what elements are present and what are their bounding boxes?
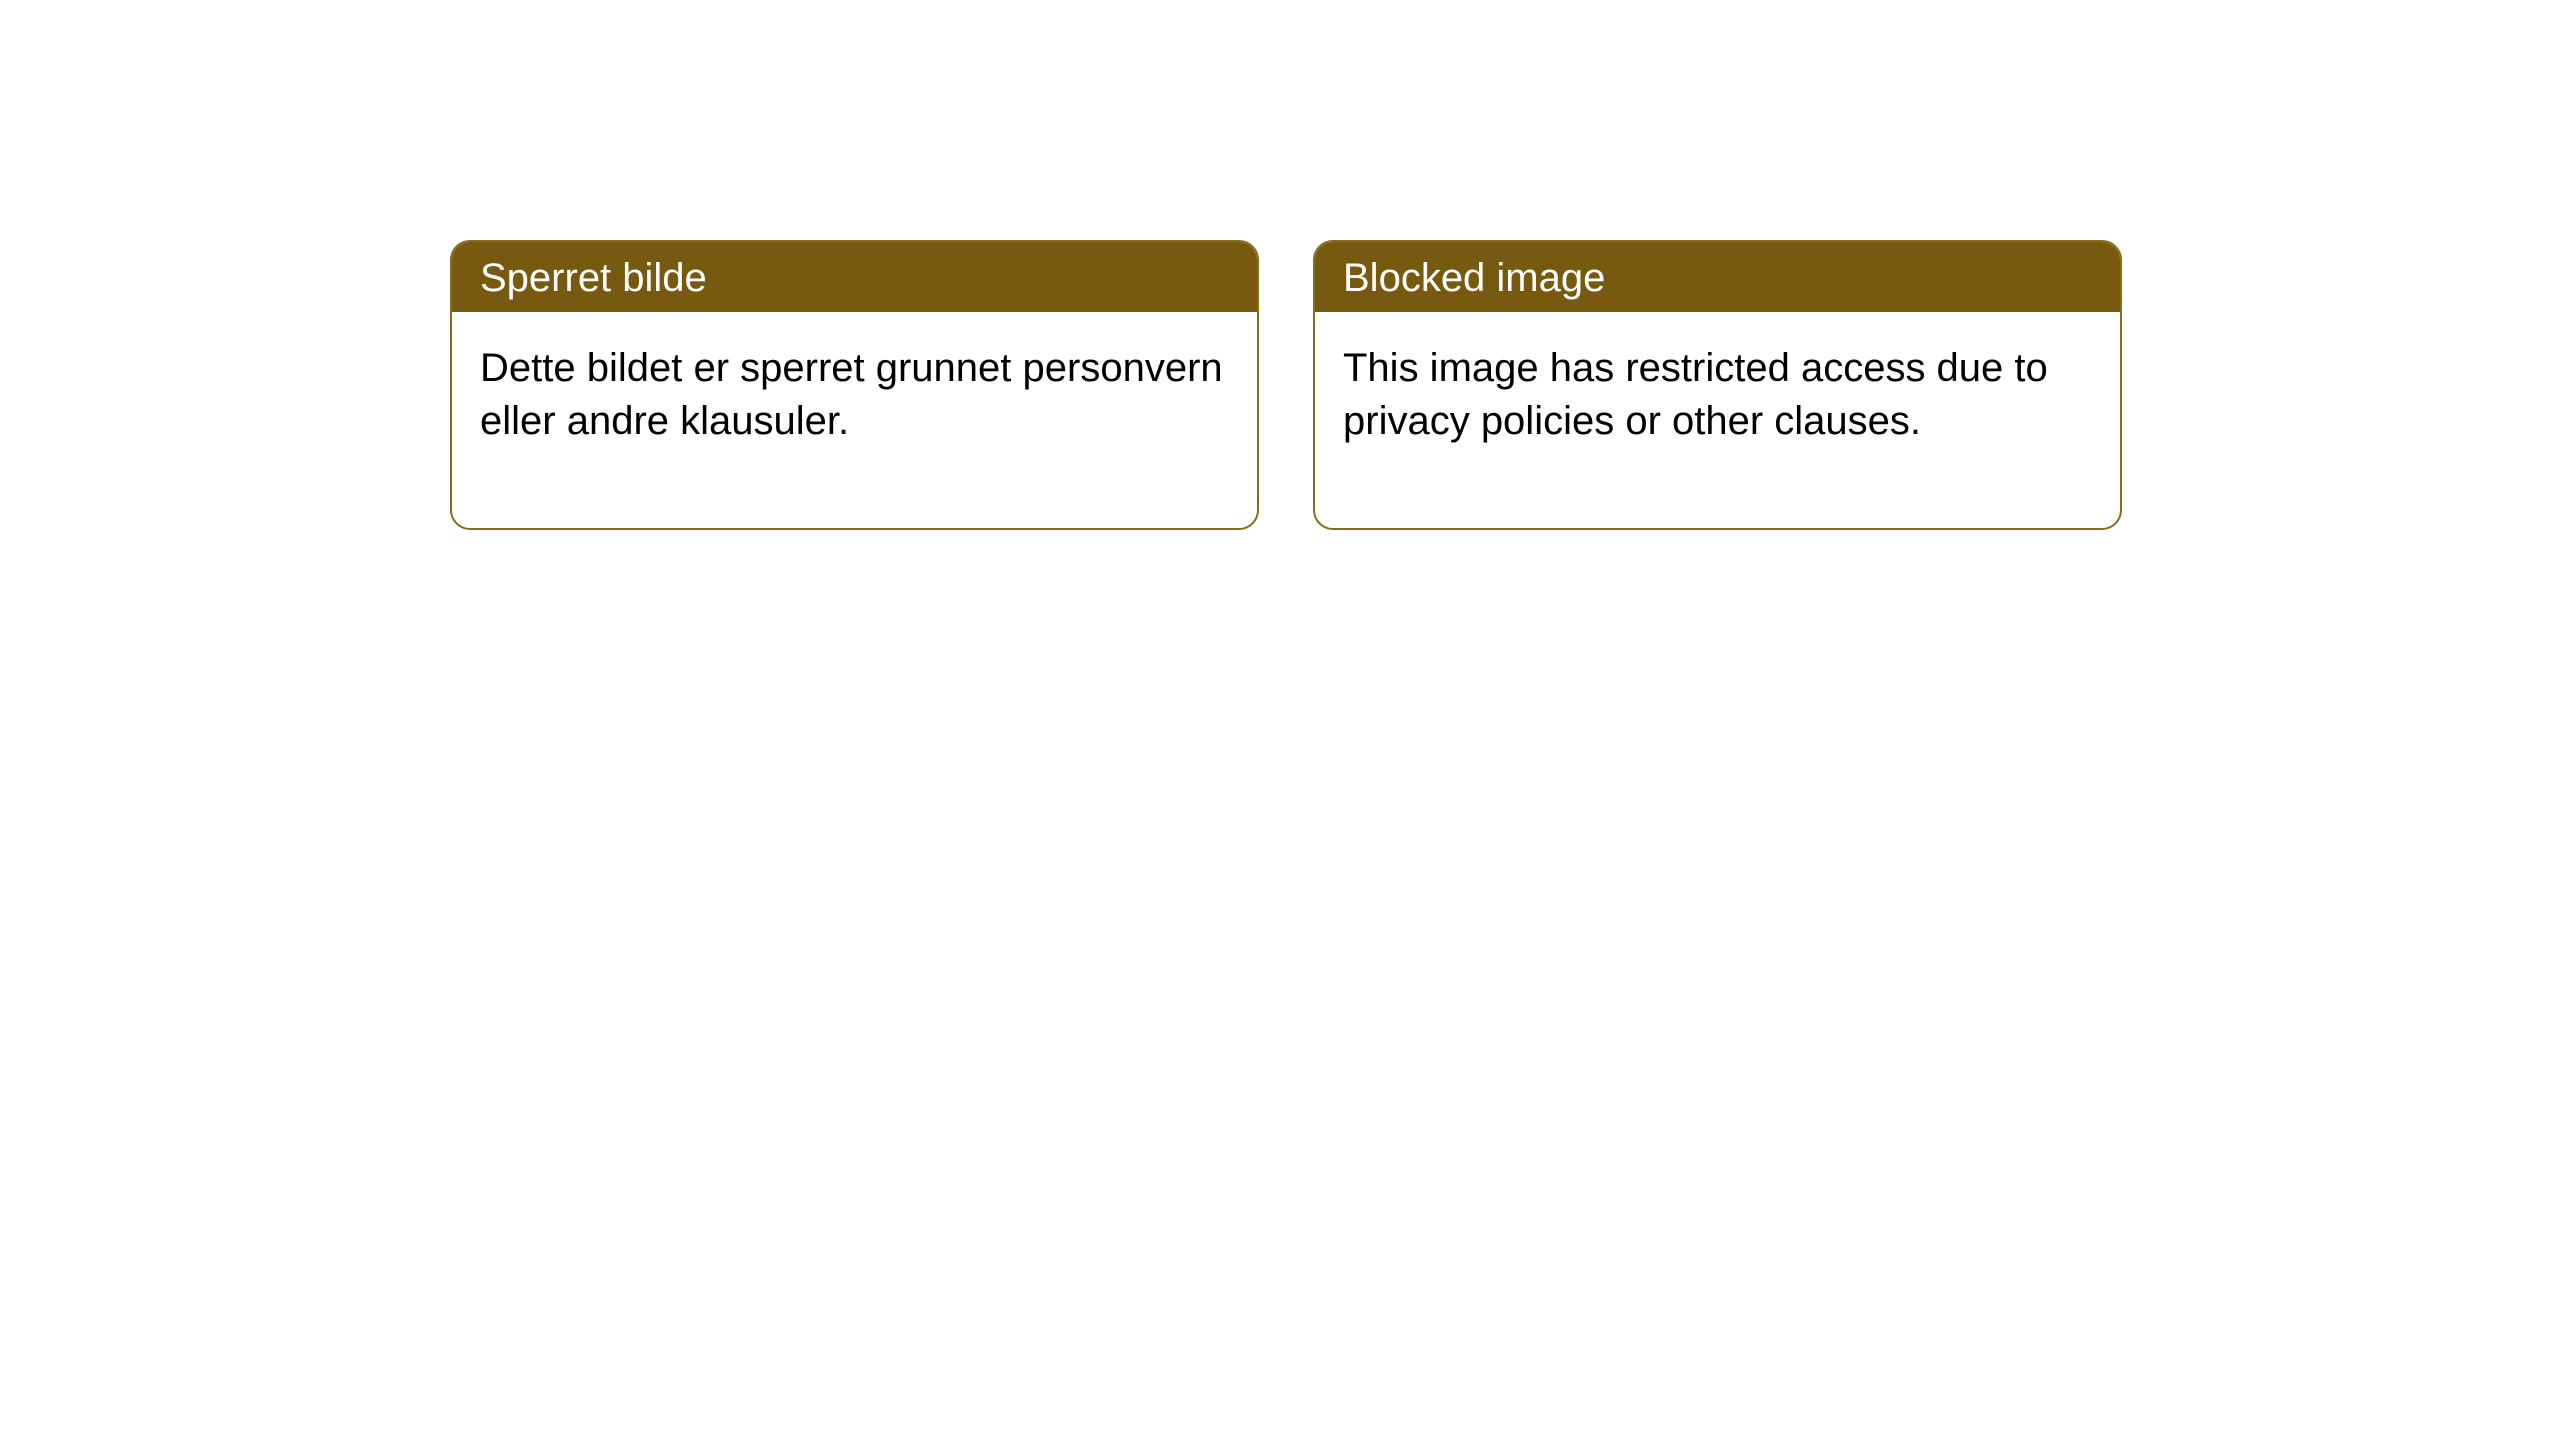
notice-card-en: Blocked image This image has restricted … — [1313, 240, 2122, 530]
notice-card-title: Sperret bilde — [452, 242, 1257, 312]
notice-cards-row: Sperret bilde Dette bildet er sperret gr… — [450, 240, 2122, 530]
notice-card-no: Sperret bilde Dette bildet er sperret gr… — [450, 240, 1259, 530]
notice-card-body: Dette bildet er sperret grunnet personve… — [452, 312, 1257, 528]
notice-card-body: This image has restricted access due to … — [1315, 312, 2120, 528]
notice-card-title: Blocked image — [1315, 242, 2120, 312]
